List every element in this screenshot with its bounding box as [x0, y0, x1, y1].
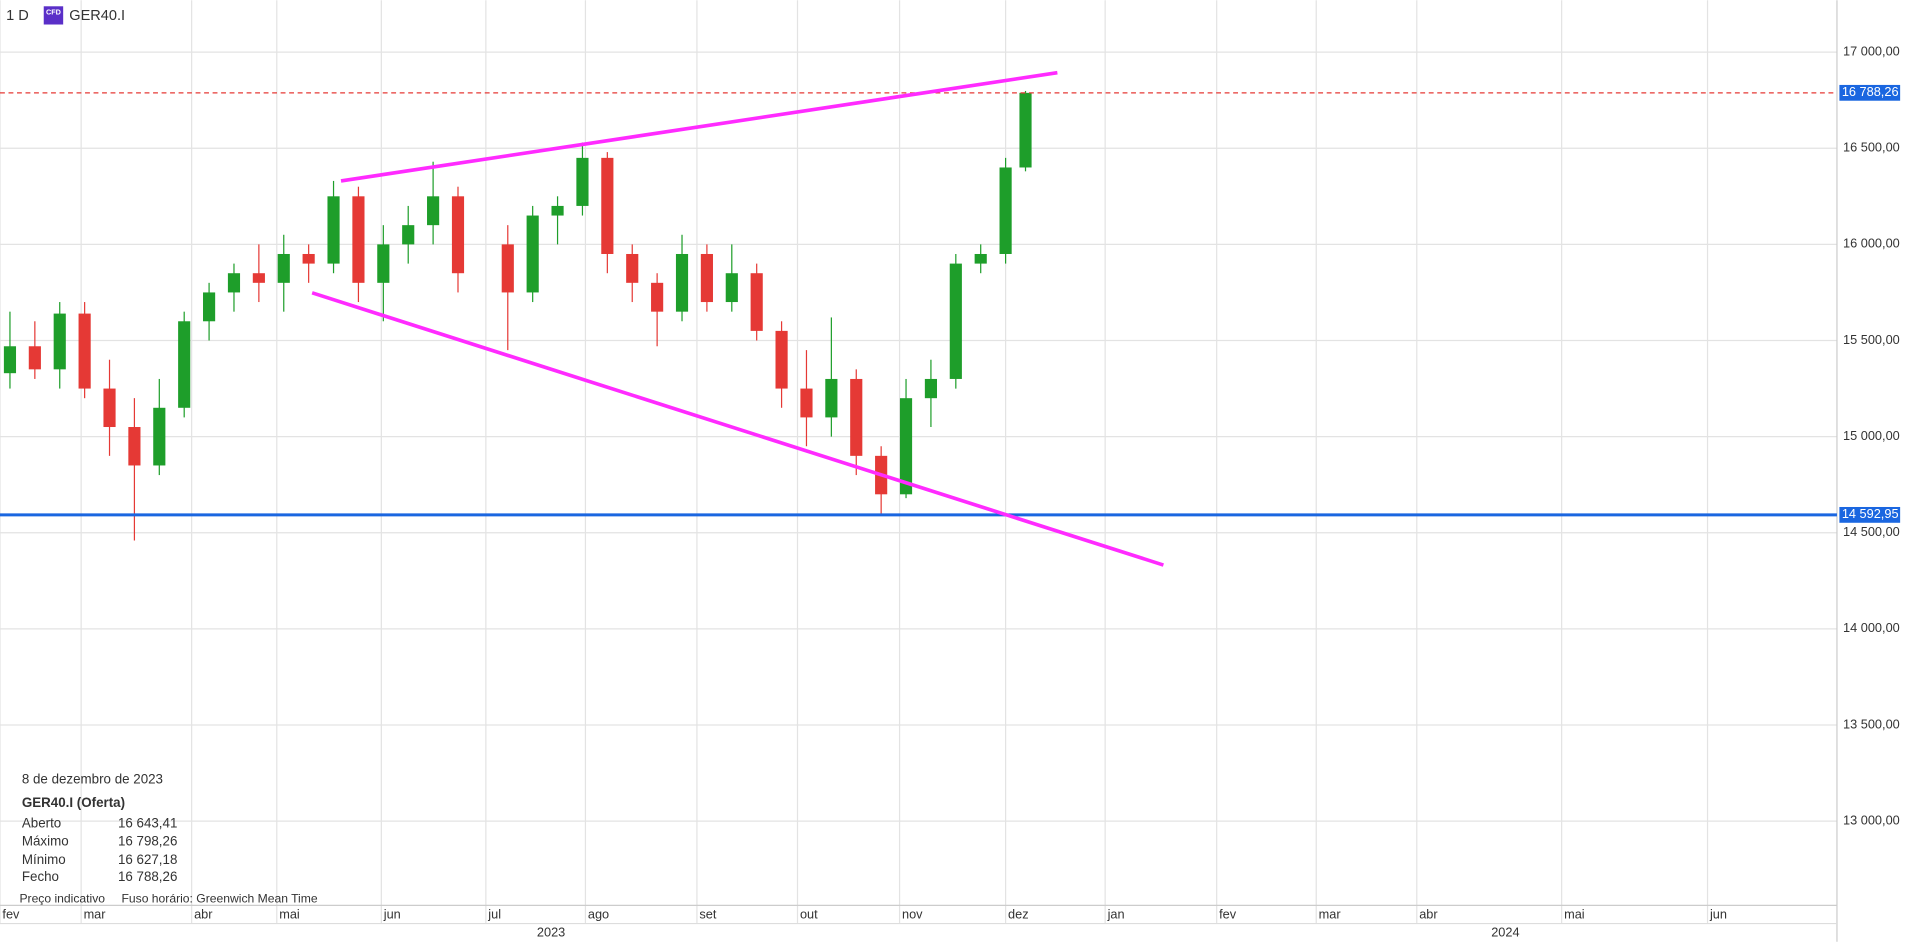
info-panel: 8 de dezembro de 2023 GER40.I (Oferta) A…: [19, 772, 317, 906]
candle-body: [28, 346, 41, 370]
x-tick-label: nov: [902, 906, 923, 921]
candle-body: [750, 273, 763, 331]
candle-body: [626, 253, 639, 283]
price-label: 14 592,95: [1842, 506, 1899, 521]
y-tick-label: 15 500,00: [1843, 332, 1900, 347]
candle-body: [227, 273, 241, 293]
info-label: Mínimo: [22, 852, 66, 867]
x-tick-label: out: [800, 906, 818, 921]
candle-body: [501, 244, 514, 293]
price-label-bg: [1839, 506, 1901, 523]
x-tick-label: fev: [2, 906, 20, 921]
candle-body: [576, 157, 589, 206]
info-instrument: GER40.I (Oferta): [22, 795, 125, 810]
x-tick-label: dez: [1008, 906, 1029, 921]
x-tick-label: mai: [1564, 906, 1585, 921]
candle-body: [974, 253, 987, 264]
y-tick-label: 14 000,00: [1843, 620, 1900, 635]
candle-body: [352, 196, 365, 283]
info-value: 16 643,41: [118, 815, 177, 830]
x-tick-label: mai: [279, 906, 300, 921]
x-tick-label: abr: [194, 906, 213, 921]
info-date: 8 de dezembro de 2023: [22, 772, 163, 787]
y-tick-label: 13 000,00: [1843, 813, 1900, 828]
candle-body: [899, 398, 913, 495]
candle-body: [675, 253, 689, 312]
x-tick-label: jul: [487, 906, 501, 921]
price-label: 16 788,26: [1842, 84, 1899, 99]
candle-body: [327, 196, 340, 264]
timezone: Fuso horário: Greenwich Mean Time: [121, 891, 317, 905]
candle-body: [153, 407, 166, 466]
candle-body: [700, 253, 713, 303]
symbol-icon: [43, 6, 64, 25]
candle-body: [277, 253, 290, 283]
x-tick-label: mar: [1319, 906, 1342, 921]
y-tick-label: 13 500,00: [1843, 716, 1900, 731]
candle-body: [203, 292, 216, 322]
candle-body: [451, 196, 465, 274]
y-tick-label: 17 000,00: [1843, 43, 1900, 58]
candle-body: [1019, 92, 1032, 168]
info-label: Fecho: [22, 869, 59, 884]
x-tick-label: jan: [1107, 906, 1125, 921]
y-tick-label: 16 500,00: [1843, 140, 1900, 155]
candle-body: [775, 330, 788, 389]
candle-body: [725, 273, 738, 303]
candle-body: [825, 378, 838, 418]
candle-body: [949, 263, 962, 379]
info-label: Aberto: [22, 815, 61, 830]
info-label: Máximo: [22, 834, 69, 849]
candle-body: [651, 282, 664, 312]
x-tick-label: ago: [588, 906, 609, 921]
candle-body: [78, 313, 91, 389]
price-label-bg: [1839, 84, 1901, 101]
candle-body: [800, 388, 813, 418]
price-note: Preço indicativo: [19, 891, 105, 905]
trendline: [311, 291, 1164, 567]
candle-body: [252, 273, 265, 283]
symbol[interactable]: GER40.I: [69, 8, 125, 24]
info-value: 16 788,26: [118, 869, 177, 884]
x-tick-label: set: [699, 906, 716, 921]
y-tick-label: 16 000,00: [1843, 236, 1900, 251]
interval[interactable]: 1 D: [6, 8, 29, 24]
header: 1 D CFD GER40.I: [6, 6, 125, 25]
x-tick-label: jun: [383, 906, 401, 921]
info-value: 16 798,26: [118, 834, 177, 849]
x-tick-label: mar: [84, 906, 107, 921]
candle-body: [427, 196, 440, 226]
trendline: [340, 70, 1058, 183]
candle-body: [377, 244, 390, 283]
y-tick-label: 15 000,00: [1843, 428, 1900, 443]
icon-text: CFD: [46, 7, 61, 16]
candle-body: [3, 346, 17, 374]
candle-body: [601, 157, 614, 254]
candle-body: [178, 321, 191, 408]
candle-body: [526, 215, 539, 293]
candle-body: [402, 225, 415, 245]
candle-body: [128, 427, 141, 466]
candle-body: [103, 388, 116, 428]
candle-body: [924, 378, 938, 399]
candle-body: [850, 378, 863, 456]
candle-body: [999, 167, 1012, 254]
candle-body: [551, 205, 564, 216]
y-tick-label: 14 500,00: [1843, 524, 1900, 539]
candle-body: [302, 253, 315, 264]
x-tick-label: fev: [1219, 906, 1237, 921]
x-tick-label: abr: [1419, 906, 1438, 921]
year-label: 2023: [537, 925, 565, 940]
candle-body: [53, 313, 66, 370]
info-value: 16 627,18: [118, 852, 177, 867]
x-tick-label: jun: [1709, 906, 1727, 921]
year-label: 2024: [1491, 925, 1519, 940]
